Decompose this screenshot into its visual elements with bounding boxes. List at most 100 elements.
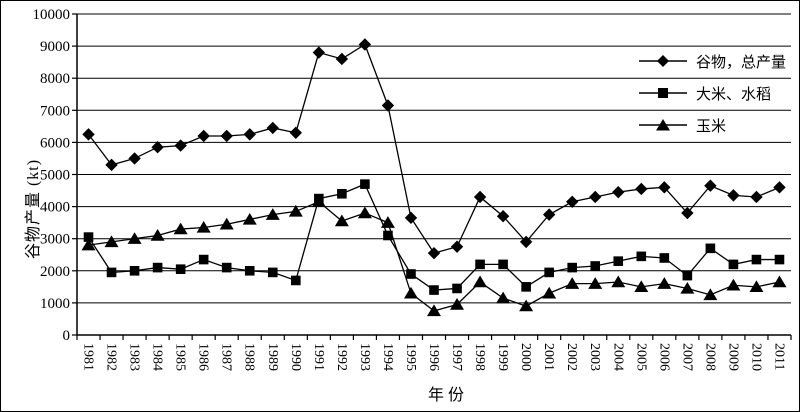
x-tick-label: 2009 [725, 343, 740, 371]
point-triangle [173, 222, 188, 235]
point-triangle [634, 280, 649, 293]
point-square [475, 259, 485, 270]
point-square [728, 259, 739, 270]
point-square [590, 261, 601, 271]
y-tick-label: 3000 [40, 232, 70, 248]
x-tick-label: 2007 [679, 343, 694, 371]
point-triangle [219, 217, 234, 230]
point-triangle [427, 304, 441, 317]
point-square [636, 251, 647, 262]
point-triangle [611, 275, 626, 288]
y-tick-label: 2000 [40, 264, 70, 280]
point-triangle [703, 288, 718, 301]
point-diamond [427, 246, 441, 260]
legend-label-corn: 玉米 [696, 118, 727, 135]
point-diamond [174, 139, 187, 152]
point-triangle [127, 232, 142, 244]
point-diamond [289, 126, 303, 139]
x-tick-label: 1995 [403, 343, 418, 371]
point-triangle [726, 278, 741, 291]
point-square [83, 232, 94, 242]
x-tick-label: 1986 [196, 343, 211, 371]
point-square [774, 254, 785, 265]
point-diamond [335, 52, 349, 66]
point-triangle [196, 220, 211, 233]
y-tick-label: 8000 [40, 71, 70, 87]
x-tick-label: 1983 [127, 343, 142, 371]
point-square [452, 283, 462, 294]
point-diamond [658, 181, 671, 194]
point-triangle [242, 212, 257, 225]
point-square [567, 262, 577, 273]
x-tick-label: 1993 [357, 343, 372, 371]
x-tick-label: 2004 [610, 343, 625, 371]
point-square [106, 267, 117, 278]
x-tick-label: 2001 [541, 343, 556, 371]
x-tick-label: 1992 [334, 343, 349, 371]
point-square [429, 285, 439, 295]
y-tick-label: 1000 [40, 296, 70, 312]
point-diamond [82, 128, 95, 141]
point-diamond [565, 195, 579, 208]
x-tick-label: 2000 [518, 343, 533, 371]
x-tick-label: 1994 [380, 343, 395, 371]
point-diamond [542, 208, 556, 221]
point-diamond [128, 152, 141, 165]
point-diamond [151, 141, 164, 154]
point-diamond [266, 121, 279, 135]
legend-label-total: 谷物，总产量 [696, 54, 787, 71]
point-diamond [243, 128, 256, 141]
x-tick-label: 1984 [150, 343, 165, 371]
x-tick-label: 1998 [472, 343, 487, 371]
point-triangle [588, 277, 603, 289]
point-diamond [589, 190, 602, 204]
x-tick-label: 1988 [242, 343, 257, 371]
point-diamond [220, 129, 233, 143]
point-square [129, 266, 140, 276]
x-tick-label: 2010 [748, 343, 763, 371]
point-triangle [357, 206, 372, 219]
point-square [498, 259, 508, 270]
legend-item-rice: 大米、水稻 [639, 77, 786, 109]
x-tick-label: 2003 [587, 343, 602, 371]
point-triangle [288, 204, 303, 217]
point-square [406, 269, 416, 279]
legend-label-rice: 大米、水稻 [696, 86, 772, 103]
point-triangle [565, 277, 580, 289]
point-triangle [772, 275, 787, 288]
point-diamond [105, 158, 118, 172]
y-tick-label: 0 [63, 328, 71, 344]
x-axis-title: 年 份 [427, 387, 465, 404]
x-tick-label: 1982 [104, 343, 119, 371]
point-square [751, 254, 762, 265]
point-triangle [265, 208, 280, 220]
point-triangle [749, 280, 764, 293]
point-diamond [704, 179, 717, 192]
x-tick-label: 2011 [771, 343, 786, 370]
point-square [175, 264, 186, 274]
point-square [267, 267, 278, 278]
x-tick-label: 1999 [495, 343, 510, 371]
point-triangle [403, 286, 418, 299]
y-axis-title: 谷物产量 (kt) [25, 158, 42, 260]
legend: 谷物，总产量 大米、水稻 玉米 [639, 45, 786, 141]
x-tick-label: 1996 [426, 343, 441, 371]
point-square [521, 282, 531, 292]
point-square [221, 262, 232, 273]
point-square [544, 267, 554, 278]
point-diamond [750, 190, 763, 204]
x-tick-label: 2006 [656, 343, 671, 371]
point-triangle [311, 195, 326, 207]
point-square [613, 256, 624, 266]
point-square [383, 230, 393, 241]
x-tick-label: 2002 [564, 343, 579, 371]
y-tick-label: 10000 [33, 7, 71, 23]
point-diamond [197, 129, 210, 143]
point-diamond [381, 99, 395, 112]
point-diamond [519, 235, 533, 249]
x-tick-label: 2005 [633, 343, 648, 371]
point-diamond [773, 181, 786, 194]
point-triangle [81, 238, 96, 251]
point-triangle [334, 214, 349, 227]
